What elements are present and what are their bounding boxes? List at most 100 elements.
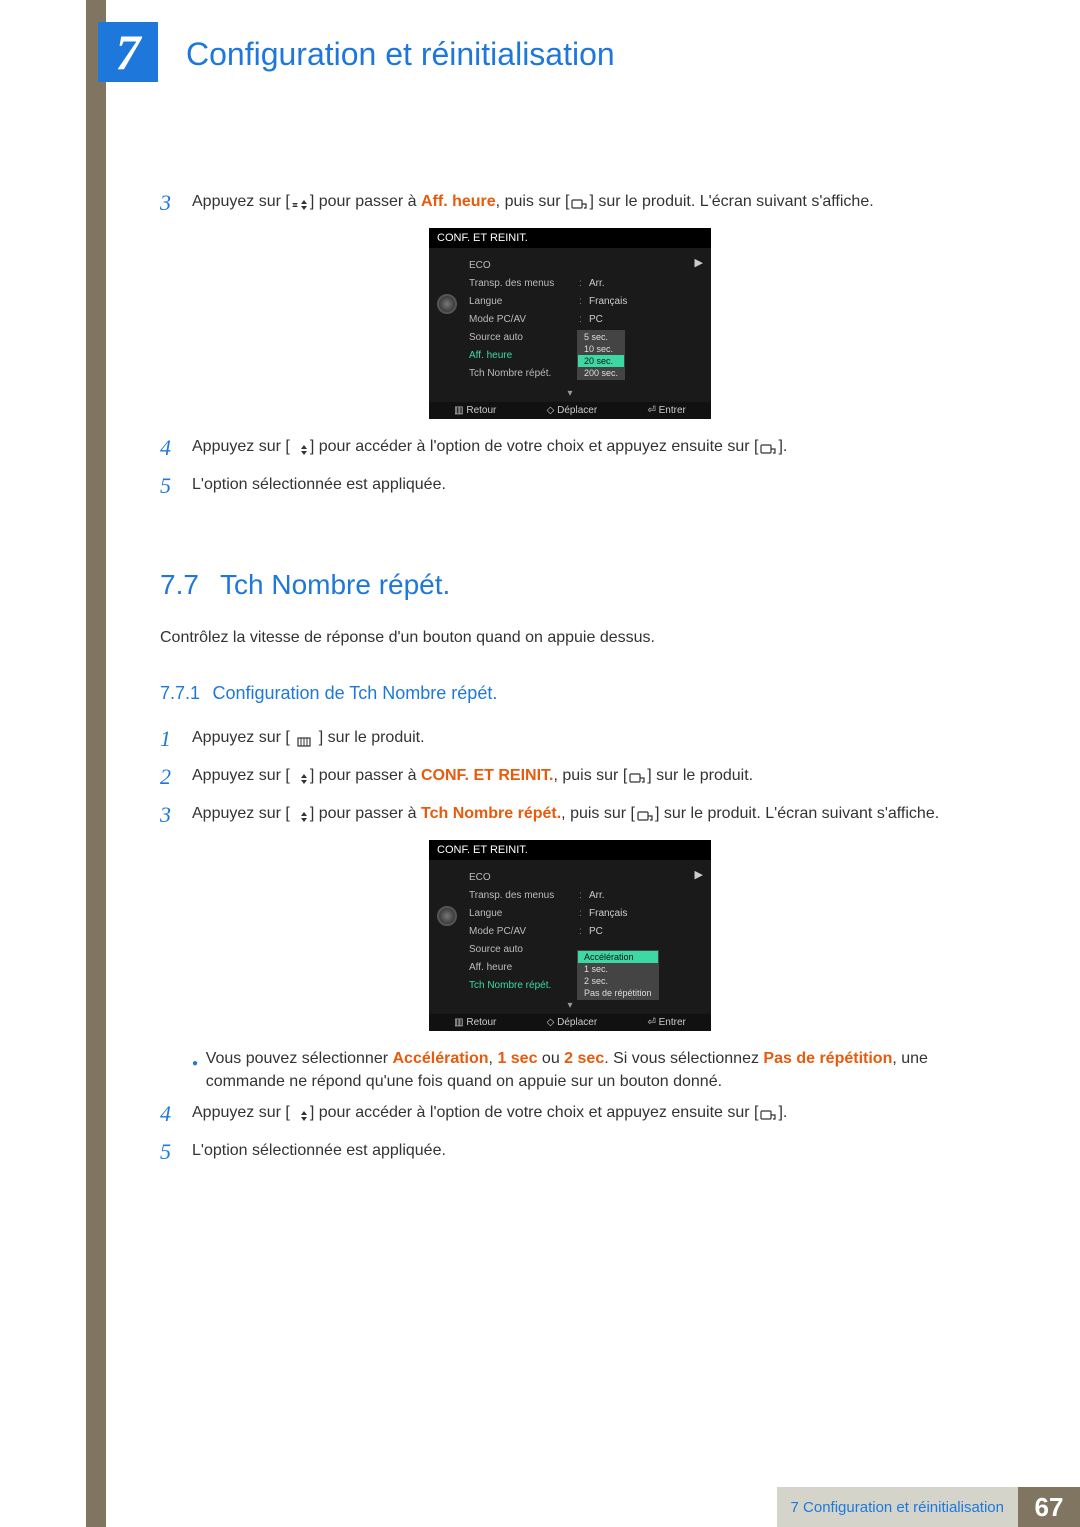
step-1: 1 Appuyez sur [ ] sur le produit. xyxy=(160,726,980,752)
left-stripe xyxy=(86,0,106,1527)
osd-popup-item: 20 sec. xyxy=(578,355,624,367)
osd-footer: ▥ Retour ◇ Déplacer ⏎ Entrer xyxy=(429,402,711,419)
step-number: 4 xyxy=(160,1101,192,1127)
osd-row: Mode PC/AV : PC xyxy=(469,922,703,940)
osd-gear-icon xyxy=(435,256,459,382)
step-text: Appuyez sur [] pour passer à CONF. ET RE… xyxy=(192,764,980,788)
osd-popup-item: 10 sec. xyxy=(578,343,624,355)
osd-screenshot-1: CONF. ET REINIT. ▶ ECO Transp. des menus… xyxy=(429,228,711,419)
osd-popup-item: 5 sec. xyxy=(578,331,624,343)
osd-body: ECO Transp. des menus : Arr. Langue : Fr… xyxy=(429,248,711,388)
enter-icon xyxy=(635,807,655,821)
osd-colon: : xyxy=(579,314,589,325)
footer-label: 7 Configuration et réinitialisation xyxy=(777,1487,1018,1527)
osd-value: Arr. xyxy=(589,278,703,289)
section-number: 7.7 xyxy=(160,569,220,601)
osd-label: Mode PC/AV xyxy=(469,926,579,937)
step-number: 1 xyxy=(160,726,192,752)
osd-popup-item: 1 sec. xyxy=(578,963,658,975)
highlight: Aff. heure xyxy=(421,193,496,210)
osd-value: Arr. xyxy=(589,890,703,901)
enter-icon xyxy=(627,769,647,783)
osd-label: Tch Nombre répét. xyxy=(469,368,579,379)
osd-popup-item: 2 sec. xyxy=(578,975,658,987)
osd-label: Tch Nombre répét. xyxy=(469,980,579,991)
step-number: 2 xyxy=(160,764,192,790)
osd-row: ECO xyxy=(469,256,703,274)
osd-colon: : xyxy=(579,296,589,307)
osd-title: CONF. ET REINIT. xyxy=(429,840,711,860)
step-4-top: 4 Appuyez sur [] pour accéder à l'option… xyxy=(160,435,980,461)
osd-popup: Accélération1 sec.2 sec.Pas de répétitio… xyxy=(577,950,659,1000)
chapter-title: Configuration et réinitialisation xyxy=(186,36,615,73)
updown-icon xyxy=(290,1106,310,1120)
osd-label: ECO xyxy=(469,260,579,271)
updown-icon xyxy=(290,807,310,821)
enter-icon xyxy=(569,195,589,209)
osd-arrow-icon: ▶ xyxy=(695,256,703,269)
osd-row: ECO xyxy=(469,868,703,886)
highlight: Tch Nombre répét. xyxy=(421,805,561,822)
osd-footer: ▥ Retour ◇ Déplacer ⏎ Entrer xyxy=(429,1014,711,1031)
step-number: 5 xyxy=(160,473,192,499)
step-text: L'option sélectionnée est appliquée. xyxy=(192,1139,980,1163)
section-heading: 7.7 Tch Nombre répét. xyxy=(160,569,980,601)
osd-row: Transp. des menus : Arr. xyxy=(469,886,703,904)
osd-colon: : xyxy=(579,278,589,289)
subsection-heading: 7.7.1 Configuration de Tch Nombre répét. xyxy=(160,683,980,704)
osd-popup-item: Accélération xyxy=(578,951,658,963)
osd-enter: ⏎ Entrer xyxy=(647,405,685,416)
step-text: Appuyez sur [] pour accéder à l'option d… xyxy=(192,1101,980,1125)
step-4: 4 Appuyez sur [] pour accéder à l'option… xyxy=(160,1101,980,1127)
osd-label: Aff. heure xyxy=(469,962,579,973)
osd-screenshot-2: CONF. ET REINIT. ▶ ECO Transp. des menus… xyxy=(429,840,711,1031)
osd-row: Mode PC/AV : PC xyxy=(469,310,703,328)
osd-label: Source auto xyxy=(469,944,579,955)
osd-label: Langue xyxy=(469,296,579,307)
osd-body: ECO Transp. des menus : Arr. Langue : Fr… xyxy=(429,860,711,1000)
menu-icon xyxy=(294,731,314,745)
osd-down-icon: ▾ xyxy=(429,1000,711,1014)
step-number: 3 xyxy=(160,190,192,216)
osd-row: Transp. des menus : Arr. xyxy=(469,274,703,292)
osd-label: Mode PC/AV xyxy=(469,314,579,325)
osd-label: Transp. des menus xyxy=(469,278,579,289)
osd-value: PC xyxy=(589,926,703,937)
footer-page-number: 67 xyxy=(1018,1487,1080,1527)
osd-row: Langue : Français xyxy=(469,904,703,922)
subsection-number: 7.7.1 xyxy=(160,683,200,703)
highlight: CONF. ET REINIT. xyxy=(421,767,553,784)
step-5: 5 L'option sélectionnée est appliquée. xyxy=(160,1139,980,1165)
subsection-title: Configuration de Tch Nombre répét. xyxy=(213,683,498,703)
section-title: Tch Nombre répét. xyxy=(220,569,450,601)
osd-back: ▥ Retour xyxy=(454,1017,496,1028)
osd-move: ◇ Déplacer xyxy=(547,405,598,416)
step-text: Appuyez sur [] pour passer à Tch Nombre … xyxy=(192,802,980,826)
enter-icon xyxy=(758,440,778,454)
step-number: 3 xyxy=(160,802,192,828)
osd-label: Aff. heure xyxy=(469,350,579,361)
osd-row: Langue : Français xyxy=(469,292,703,310)
osd-colon: : xyxy=(579,908,589,919)
step-2: 2 Appuyez sur [] pour passer à CONF. ET … xyxy=(160,764,980,790)
updown-icon xyxy=(290,769,310,783)
osd-colon: : xyxy=(579,926,589,937)
osd-popup-item: Pas de répétition xyxy=(578,987,658,999)
step-text: Appuyez sur [ ] sur le produit. xyxy=(192,726,980,750)
bullet-icon: ● xyxy=(192,1047,206,1093)
osd-enter: ⏎ Entrer xyxy=(647,1017,685,1028)
page-content: 3 Appuyez sur [] pour passer à Aff. heur… xyxy=(160,190,980,1177)
osd-label: ECO xyxy=(469,872,579,883)
osd-gear-icon xyxy=(435,868,459,994)
osd-popup: 5 sec.10 sec.20 sec.200 sec. xyxy=(577,330,625,380)
osd-arrow-icon: ▶ xyxy=(695,868,703,881)
osd-label: Langue xyxy=(469,908,579,919)
step-3-top: 3 Appuyez sur [] pour passer à Aff. heur… xyxy=(160,190,980,216)
bullet-note: ● Vous pouvez sélectionner Accélération,… xyxy=(192,1047,980,1093)
page-footer: 7 Configuration et réinitialisation 67 xyxy=(0,1487,1080,1527)
step-text: L'option sélectionnée est appliquée. xyxy=(192,473,980,497)
osd-colon: : xyxy=(579,890,589,901)
chapter-number: 7 xyxy=(116,23,141,81)
osd-back: ▥ Retour xyxy=(454,405,496,416)
osd-move: ◇ Déplacer xyxy=(547,1017,598,1028)
